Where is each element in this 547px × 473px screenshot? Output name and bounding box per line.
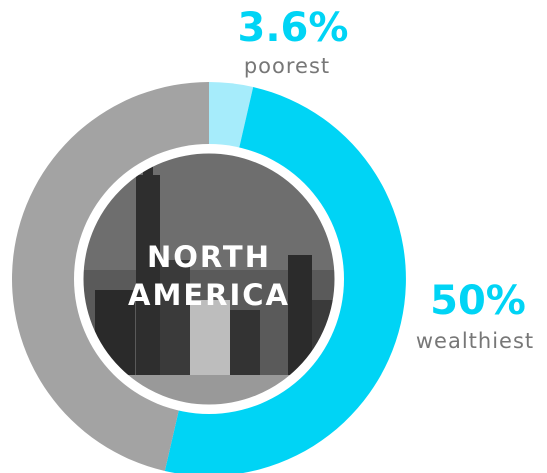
value-label: 50% bbox=[430, 278, 526, 324]
center-label: NORTH bbox=[147, 240, 271, 274]
photo-border bbox=[80, 150, 338, 408]
category-label: wealthiest bbox=[416, 329, 534, 353]
category-label: poorest bbox=[244, 54, 330, 78]
value-label: 3.6% bbox=[238, 5, 349, 51]
center-label: AMERICA bbox=[128, 278, 290, 312]
